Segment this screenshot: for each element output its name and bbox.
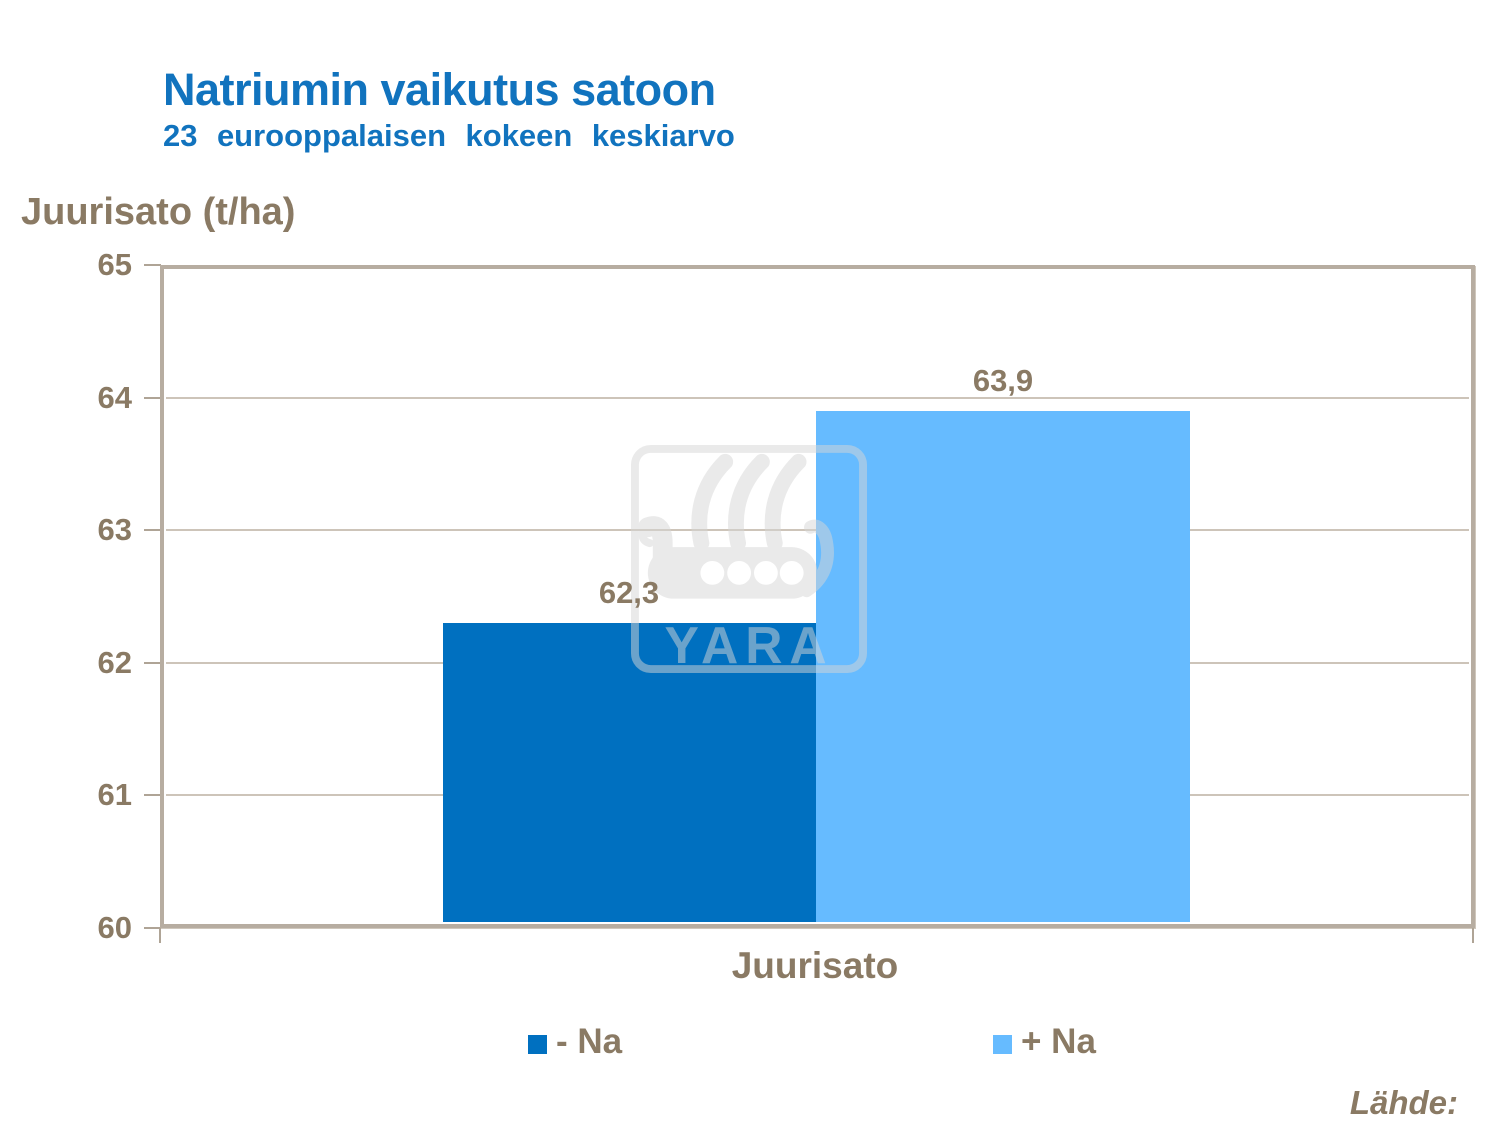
legend-label-minus-na: - Na [556,1022,623,1061]
legend-item-minus-na: - Na [528,1022,622,1062]
legend-label-plus-na: + Na [1021,1022,1096,1061]
x-axis-category-label: Juurisato [731,945,899,986]
y-tick-mark [144,396,161,399]
y-tick-label: 60 [97,910,132,945]
value-label-plus-na: 63,9 [972,363,1034,398]
y-tick-label: 64 [97,379,132,415]
x-axis-tick [159,928,161,943]
y-tick-mark [144,529,161,532]
plot-area: YARA 62,3 63,9 [159,265,1475,943]
y-tick-mark [144,661,161,664]
y-tick-label: 65 [97,247,132,282]
gridline [164,396,1471,399]
legend-swatch-minus-na [528,1034,547,1054]
bar-plus-na [816,411,1190,928]
x-axis-tick [1472,928,1474,943]
chart-title: Natriumin vaikutus satoon [163,64,716,115]
legend-item-plus-na: + Na [993,1022,1096,1062]
chart-subtitle: 23 eurooppalaisen kokeen keskiarvo [163,118,735,153]
y-tick-label: 62 [97,644,132,680]
y-axis-title: Juurisato (t/ha) [21,191,296,233]
y-tick-label: 63 [97,512,132,548]
y-tick-mark [144,264,161,266]
y-tick-mark [144,794,161,797]
y-tick-label: 61 [97,777,132,813]
bar-minus-na [443,623,816,928]
legend-swatch-plus-na [993,1034,1012,1054]
value-label-minus-na: 62,3 [598,575,660,610]
source-label: Lähde: [1349,1084,1458,1121]
y-tick-mark [144,927,161,929]
